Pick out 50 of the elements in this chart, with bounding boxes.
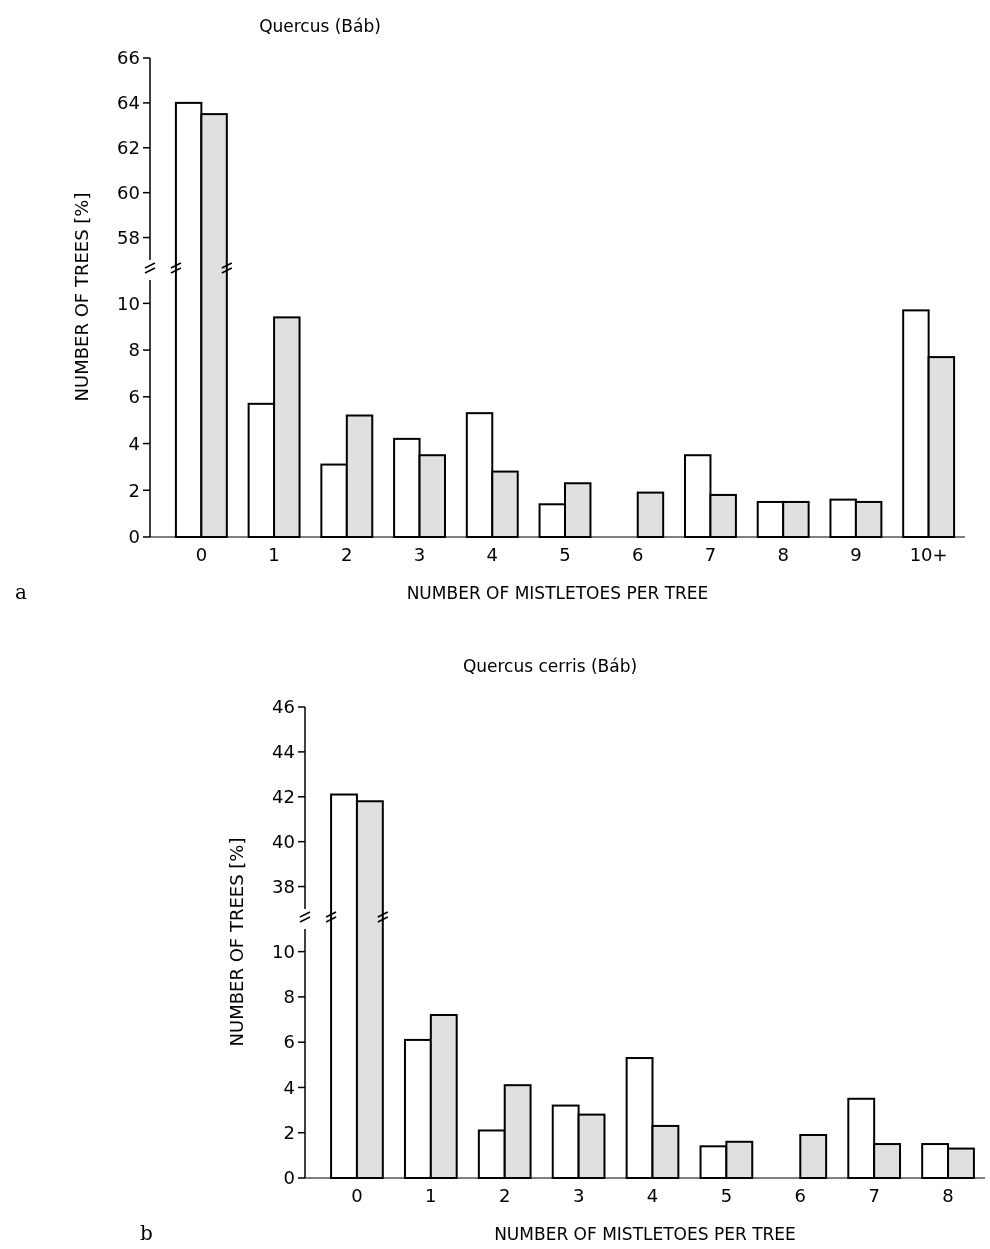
y-tick-label: 66 [117, 47, 140, 69]
y-tick-label: 44 [272, 741, 295, 763]
y-tick-label: 2 [283, 1122, 295, 1144]
x-tick-label: 8 [942, 1185, 954, 1206]
y-tick-label: 8 [283, 986, 295, 1008]
x-tick-label: 2 [499, 1185, 511, 1206]
y-tick-label: 6 [128, 386, 140, 408]
x-tick-label: 5 [720, 1185, 733, 1206]
x-tick-label: 8 [777, 544, 789, 565]
x-tick-label: 9 [850, 544, 862, 565]
x-axis-title: NUMBER OF MISTLETOES PER TREE [406, 583, 709, 603]
text: a [15, 580, 27, 604]
x-tick-label: 6 [794, 1185, 806, 1206]
y-tick-label: 2 [128, 479, 140, 501]
y-tick-label: 64 [117, 92, 140, 114]
x-axis-title: NUMBER OF MISTLETOES PER TREE [494, 1224, 796, 1244]
y-tick-label: 6 [283, 1031, 295, 1053]
y-tick-label: 0 [283, 1167, 295, 1189]
x-tick-label: 1 [425, 1185, 437, 1206]
x-tick-label: 0 [195, 544, 208, 565]
x-tick-label: 2 [341, 544, 353, 565]
y-axis-title: NUMBER OF TREES [%] [226, 837, 247, 1047]
x-tick-label: 4 [486, 544, 498, 565]
chart-title: Quercus (Báb) [259, 16, 381, 36]
x-tick-label: 5 [559, 544, 571, 565]
y-axis-title: NUMBER OF TREES [%] [71, 192, 92, 402]
x-tick-label: 3 [413, 544, 426, 565]
x-tick-label: 7 [704, 544, 717, 565]
x-tick-label: 4 [646, 1185, 659, 1206]
y-tick-label: 0 [128, 526, 140, 548]
x-tick-label: 7 [868, 1185, 880, 1206]
y-tick-label: 38 [272, 875, 295, 897]
y-tick-label: 10 [117, 292, 140, 314]
y-tick-label: 62 [117, 137, 140, 159]
y-tick-label: 8 [128, 339, 140, 361]
y-tick-label: 58 [117, 226, 140, 248]
y-tick-label: 10 [272, 940, 295, 962]
x-tick-label: 3 [572, 1185, 585, 1206]
y-tick-label: 46 [272, 696, 295, 718]
y-tick-label: 60 [117, 181, 140, 203]
x-tick-label: 10+ [909, 544, 948, 565]
y-tick-label: 4 [128, 432, 140, 454]
x-tick-label: 1 [268, 544, 280, 565]
y-tick-label: 4 [283, 1076, 295, 1098]
chart-title: Quercus cerris (Báb) [462, 656, 638, 676]
x-tick-label: 6 [632, 544, 644, 565]
y-tick-label: 40 [272, 830, 295, 852]
y-tick-label: 42 [272, 786, 295, 808]
x-tick-label: 0 [351, 1185, 363, 1206]
text: b [140, 1221, 153, 1245]
